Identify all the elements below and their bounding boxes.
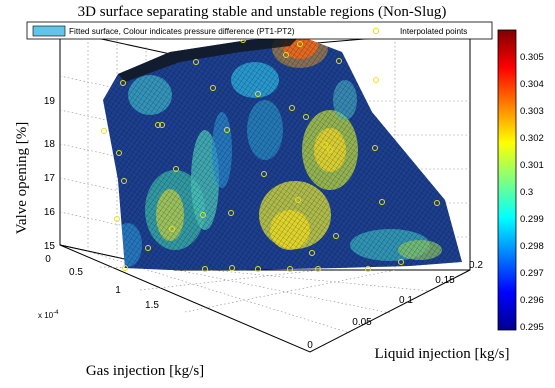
z-tick-label: 18	[44, 139, 56, 150]
point	[379, 199, 385, 205]
point	[155, 122, 161, 128]
point	[303, 114, 309, 120]
point	[202, 266, 208, 272]
point	[327, 147, 333, 153]
interpolated-points	[101, 37, 440, 272]
y-axis: 0 0.05 0.1 0.15 0.2	[307, 260, 483, 351]
legend-label-points: Interpolated points	[400, 27, 467, 36]
x-tick-label: 1	[115, 285, 121, 296]
x-multiplier: x 10-4	[38, 310, 59, 320]
point	[229, 265, 235, 271]
point	[255, 91, 261, 97]
point	[255, 266, 261, 272]
point	[295, 197, 301, 203]
colorbar-tick-label: 0.3	[520, 187, 533, 198]
point	[122, 265, 128, 271]
colorbar-gradient	[497, 29, 517, 331]
point	[297, 41, 303, 47]
point	[287, 266, 293, 272]
point	[228, 210, 234, 216]
colorbar: 0.295 0.296 0.297 0.298 0.299 0.3 0.301 …	[497, 29, 544, 333]
point	[322, 142, 328, 148]
colorbar-tick-label: 0.302	[520, 133, 544, 144]
z-tick-label: 19	[44, 96, 56, 107]
point	[309, 250, 315, 256]
point	[173, 166, 179, 172]
point	[193, 59, 199, 65]
y-tick-label: 0.05	[352, 317, 372, 328]
colorbar-tick-label: 0.305	[520, 52, 544, 63]
surface-top-ridge	[118, 36, 300, 82]
point	[333, 233, 339, 239]
z-tick-label: 16	[44, 207, 56, 218]
y-axis-label: Liquid injection [kg/s]	[375, 346, 510, 362]
point	[224, 127, 230, 133]
z-tick-label: 17	[44, 173, 56, 184]
legend: Fitted surface, Colour indicates pressur…	[26, 21, 493, 40]
colorbar-tick-label: 0.301	[520, 160, 544, 171]
point	[169, 226, 175, 232]
point	[365, 266, 371, 272]
x-axis: 0 0.5 1 1.5 2	[45, 254, 159, 311]
point	[145, 245, 151, 251]
y-tick-label: 0.1	[399, 295, 413, 306]
point	[120, 80, 126, 86]
z-axis: 15 16 17 18 19	[44, 96, 56, 252]
point	[283, 52, 289, 58]
legend-swatch-surface	[32, 25, 66, 37]
legend-label-surface: Fitted surface, Colour indicates pressur…	[69, 27, 295, 36]
y-tick-label: 0.2	[469, 260, 483, 271]
point	[434, 200, 440, 206]
colorbar-tick-label: 0.299	[520, 214, 544, 225]
colorbar-tick-label: 0.296	[520, 295, 544, 306]
point	[200, 212, 206, 218]
point	[116, 150, 122, 156]
colorbar-tick-label: 0.303	[520, 106, 544, 117]
point	[315, 266, 321, 272]
x-tick-label: 1.5	[145, 300, 159, 311]
y-tick-label: 0.15	[435, 275, 455, 286]
x-axis-label: Gas injection [kg/s]	[86, 363, 204, 379]
point	[261, 171, 267, 177]
x-tick-label: 0	[45, 254, 51, 265]
legend-box	[26, 21, 493, 40]
point	[159, 122, 165, 128]
point	[373, 77, 379, 83]
z-tick-label: 15	[44, 241, 56, 252]
y-tick-label: 0	[307, 340, 313, 351]
colorbar-tick-label: 0.295	[520, 322, 544, 333]
point	[101, 128, 107, 134]
point	[210, 85, 216, 91]
point	[114, 216, 120, 222]
point	[121, 178, 127, 184]
colorbar-tick-label: 0.297	[520, 268, 544, 279]
point	[372, 145, 378, 151]
chart-title: 3D surface separating stable and unstabl…	[78, 4, 447, 20]
legend-marker-points	[372, 27, 380, 35]
point	[398, 259, 404, 265]
colorbar-tick-label: 0.298	[520, 241, 544, 252]
z-axis-label: Valve opening [%]	[14, 122, 30, 234]
x-tick-label: 0.5	[69, 267, 83, 278]
colorbar-tick-label: 0.304	[520, 79, 544, 90]
point	[336, 58, 342, 64]
colorbar-ticks: 0.295 0.296 0.297 0.298 0.299 0.3 0.301 …	[520, 52, 544, 333]
point	[289, 105, 295, 111]
